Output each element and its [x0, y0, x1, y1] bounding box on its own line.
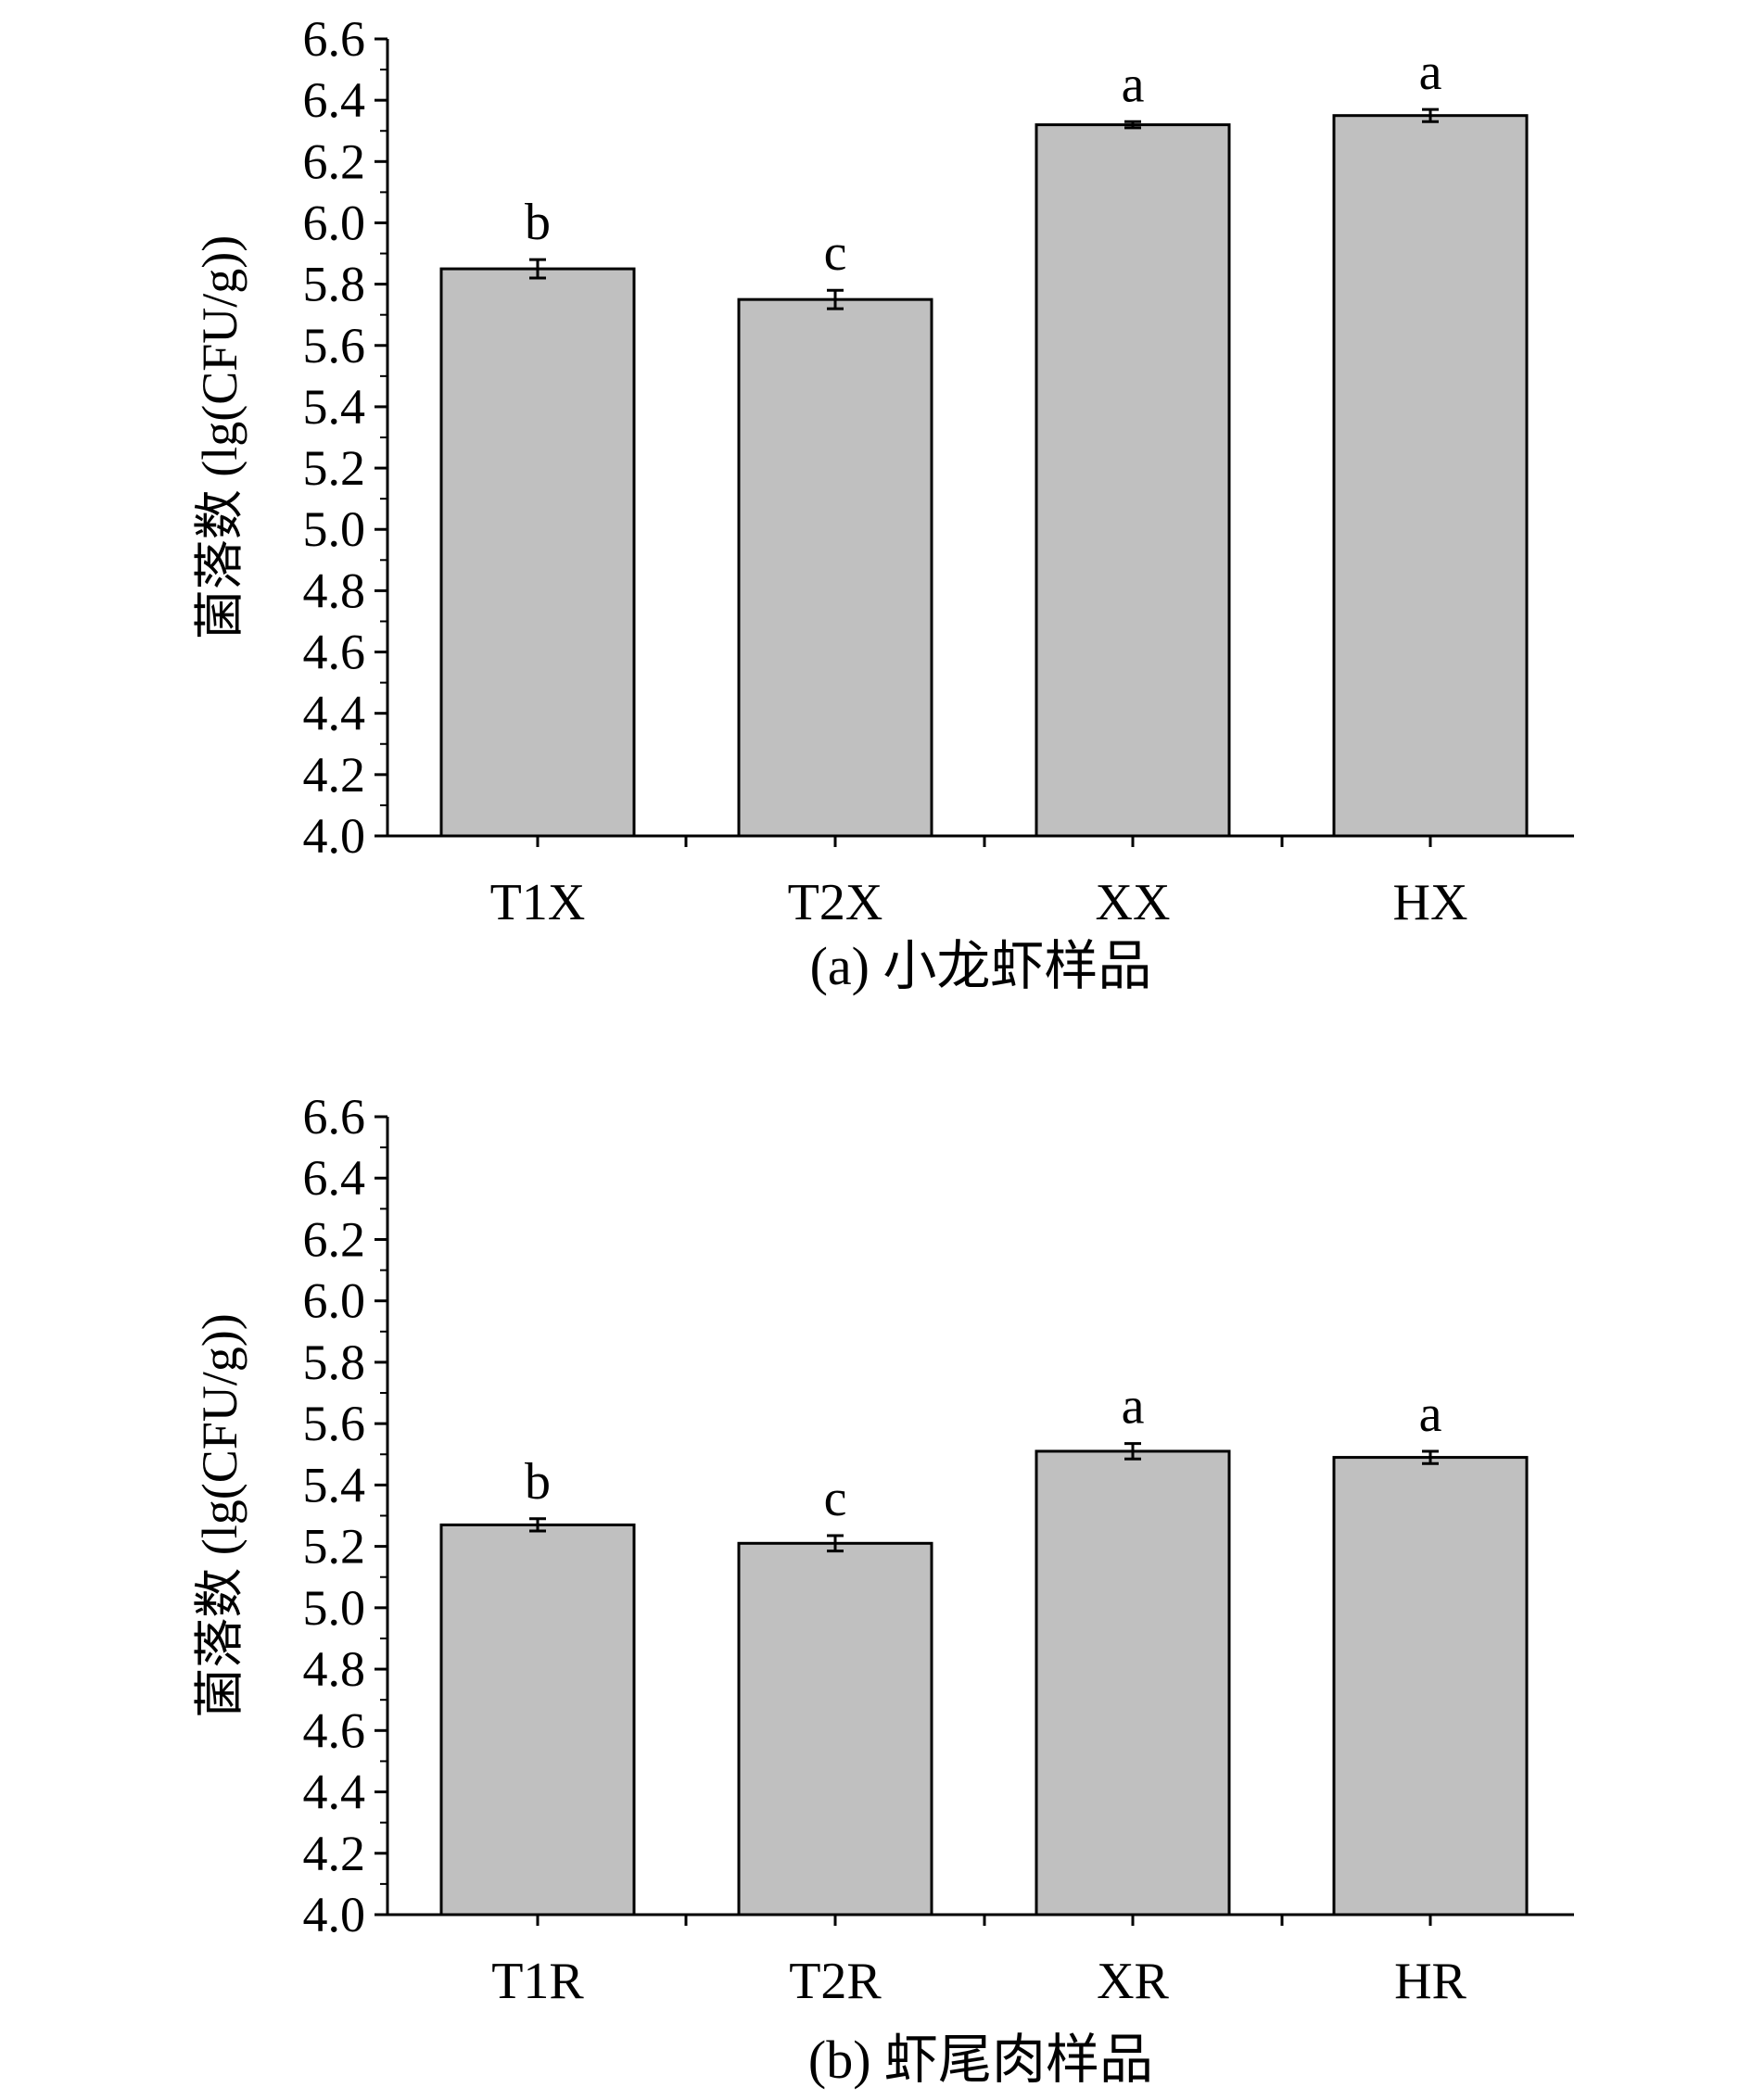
y-tick-label: 5.8	[303, 257, 366, 312]
error-bar-T2R	[827, 1534, 844, 1553]
y-axis-label: 菌落数 (lg(CFU/g))	[192, 1313, 248, 1717]
chart-panel-a: b T1X c T2X a XX a HX 4.04.2 4.4 4.6 4.8 5.05.25.4 5.…	[192, 11, 1574, 996]
y-tick-label: 4.2	[303, 1826, 366, 1881]
significance-label-XR: a	[1122, 1378, 1145, 1436]
y-tick-label: 6.0	[303, 195, 366, 250]
significance-label-T2X: c	[824, 224, 847, 282]
y-tick-label: 4.4	[303, 1765, 366, 1820]
y-axis-label: 菌落数 (lg(CFU/g))	[192, 235, 248, 639]
significance-label-T1X: b	[525, 194, 551, 251]
y-tick-label: 6.4	[303, 1150, 366, 1206]
x-tick-label-HX: HX	[1393, 874, 1468, 931]
significance-label-HX: a	[1419, 44, 1442, 101]
y-tick-label: 4.0	[303, 1887, 366, 1942]
y-tick-label: 4.6	[303, 1702, 366, 1758]
y-tick-label: 4.6	[303, 625, 366, 680]
bar-T2X	[737, 297, 933, 838]
y-tick-label: 4.4	[303, 686, 366, 741]
y-tick-label: 5.4	[303, 1457, 366, 1512]
bar-T2R	[737, 1541, 933, 1917]
error-bar-HR	[1422, 1449, 1439, 1465]
error-bar-XX	[1124, 120, 1141, 130]
y-tick-label: 5.0	[303, 1580, 366, 1636]
x-tick-label-XX: XX	[1096, 874, 1171, 931]
y-tick-label: 6.0	[303, 1273, 366, 1329]
significance-label-T1R: b	[525, 1453, 551, 1511]
x-tick-label-T2X: T2X	[788, 874, 883, 931]
x-tick-label-T1R: T1R	[491, 1953, 584, 2010]
y-tick-label: 6.6	[303, 1089, 366, 1145]
bar-HX	[1332, 114, 1529, 838]
y-tick-label: 6.2	[303, 1211, 366, 1267]
x-tick-label-XR: XR	[1097, 1953, 1169, 2010]
significance-label-HR: a	[1419, 1385, 1442, 1443]
y-tick-label: 6.6	[303, 11, 366, 67]
chart-caption: (b) 虾尾肉样品	[808, 2030, 1153, 2090]
bar-T1X	[439, 267, 636, 838]
y-tick-label: 5.4	[303, 379, 366, 435]
error-bar-XR	[1124, 1442, 1141, 1461]
bar-T1R	[439, 1523, 636, 1917]
y-tick-label: 6.4	[303, 72, 366, 128]
y-tick-label: 4.2	[303, 747, 366, 803]
x-tick-label-T2R: T2R	[789, 1953, 882, 2010]
error-bar-HX	[1422, 108, 1439, 123]
error-bar-T2X	[827, 288, 844, 310]
chart-caption: (a) 小龙虾样品	[810, 936, 1152, 996]
chart-panel-b: b T1R c T2R a XR a HR 4.0 4.2 4.4 4.64.85.05.2 5.4 5.…	[192, 1089, 1574, 2090]
bar-HR	[1332, 1456, 1529, 1917]
x-tick-label-HR: HR	[1394, 1953, 1466, 2010]
significance-label-T2R: c	[824, 1470, 847, 1527]
y-tick-label: 4.8	[303, 563, 366, 618]
bar-XR	[1035, 1449, 1231, 1917]
y-tick-label: 6.2	[303, 133, 366, 189]
y-tick-label: 5.2	[303, 440, 366, 496]
bar-XX	[1035, 123, 1231, 838]
error-bar-T1R	[529, 1517, 546, 1533]
y-tick-label: 5.0	[303, 501, 366, 557]
y-tick-label: 5.6	[303, 318, 366, 373]
y-tick-label: 4.0	[303, 808, 366, 864]
y-tick-label: 5.2	[303, 1519, 366, 1575]
y-tick-label: 4.8	[303, 1641, 366, 1697]
y-tick-label: 5.6	[303, 1396, 366, 1451]
y-tick-label: 5.8	[303, 1335, 366, 1390]
error-bar-T1X	[529, 258, 546, 280]
x-tick-label-T1X: T1X	[490, 874, 586, 931]
significance-label-XX: a	[1122, 56, 1145, 113]
